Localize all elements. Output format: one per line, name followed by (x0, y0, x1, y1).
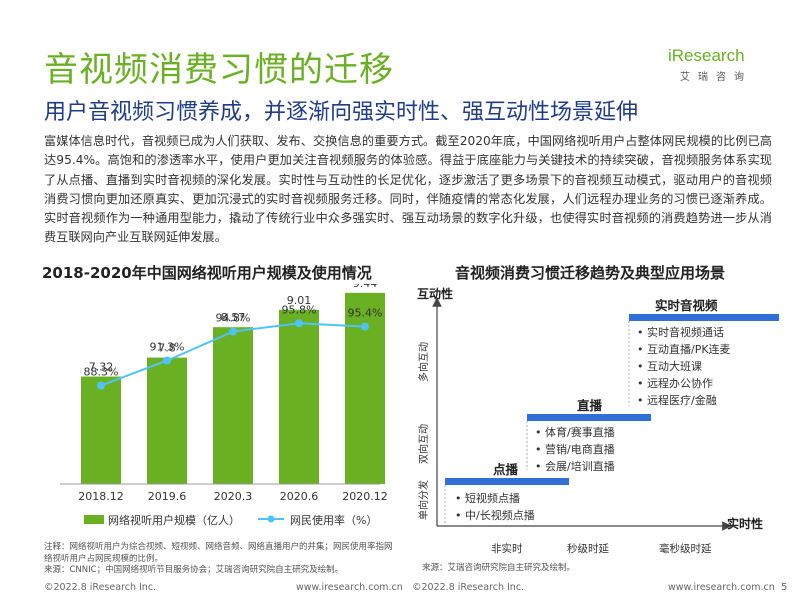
y-axis-label: 互动性 (417, 286, 453, 301)
tier-live-item: • 营销/电商直播 (535, 442, 615, 456)
usage-rate-point (295, 319, 303, 328)
tier-vod-bar (445, 478, 569, 485)
bar-user-scale (81, 376, 121, 484)
y-level-multi-way: 多向互动 (417, 342, 430, 382)
x-tick-label: 2020.3 (214, 490, 253, 503)
tier-rtc-item: • 远程医疗/金融 (637, 393, 717, 407)
tier-live-item: • 会展/培训直播 (535, 459, 615, 473)
tier-live-item: • 体育/赛事直播 (535, 425, 615, 439)
bar-value-label: 7.32 (89, 361, 114, 374)
footer-copyright-right: ©2022.8 iResearch Inc. (412, 582, 525, 593)
tier-rtc-title: 实时音视频 (655, 298, 718, 313)
diagram-source: 来源：艾瑞咨询研究院自主研究及绘制。 (422, 563, 576, 573)
tier-vod-item: • 中/长视频点播 (455, 508, 535, 522)
usage-rate-point (97, 381, 105, 390)
page-title: 音视频消费习惯的迁移 (44, 50, 394, 90)
bar-user-scale (279, 309, 319, 484)
tier-rtc-bar (629, 314, 779, 321)
usage-rate-label: 94.8% (216, 312, 251, 325)
usage-rate-label: 95.8% (282, 303, 317, 316)
y-level-two-way: 双向互动 (417, 424, 430, 464)
x-tick-label: 2019.6 (148, 490, 187, 503)
tier-rtc-item: • 实时音视频通话 (637, 325, 724, 339)
x-level-millisecond-latency: 毫秒级时延 (659, 542, 712, 555)
legend-line-label: 网民使用率（%） (290, 513, 377, 527)
bar-value-label: 8.57 (221, 311, 246, 324)
page-subtitle: 用户音视频习惯养成，并逐渐向强实时性、强互动性场景延伸 (44, 100, 639, 125)
legend-bar-label: 网络视听用户规模（亿人） (108, 513, 240, 527)
bar-value-label: 7.8 (158, 342, 176, 355)
user-scale-chart: 7.32 7.8 8.57 9.01 9.44 88.3% 91.3% 94.8% 95.8%… (60, 284, 388, 527)
x-tick-label: 2020.6 (280, 490, 319, 503)
consumption-trend-diagram: 互动性 实时性 单向分发 双向互动 多向互动 非实时 秒级时延 毫秒级时延 点播… (417, 286, 779, 555)
chart-note: 注释：网络视听用户为综合视频、短视频、网络音频、网络直播用户的并集；网民使用率指… (44, 542, 393, 564)
logo-subtext: 艾瑞咨询 (680, 72, 752, 83)
usage-rate-label: 91.3% (150, 341, 185, 354)
x-level-second-latency: 秒级时延 (567, 542, 609, 555)
legend-line-marker (267, 515, 275, 523)
usage-rate-point (163, 356, 171, 365)
tier-rtc-item: • 互动直播/PK连麦 (637, 342, 731, 356)
x-axis-label: 实时性 (727, 516, 763, 531)
x-tick-label: 2020.12 (342, 490, 388, 503)
tier-live-title: 直播 (577, 398, 603, 413)
tier-rtc-item: • 互动大班课 (637, 359, 702, 373)
bar-user-scale (213, 327, 253, 484)
x-tick-label: 2018.12 (78, 490, 124, 503)
footer-url-right[interactable]: www.iresearch.com.cn (668, 582, 775, 593)
right-diagram-title: 音视频消费习惯迁移趋势及典型应用场景 (455, 264, 726, 282)
bar-value-label: 9.01 (287, 294, 312, 307)
left-chart-title: 2018-2020年中国网络视听用户规模及使用情况 (42, 264, 372, 282)
bar-user-scale (147, 357, 187, 484)
tier-live-bar (527, 414, 651, 421)
legend-bar-swatch (84, 515, 104, 524)
usage-rate-point (361, 322, 369, 331)
tier-vod-title: 点播 (493, 462, 519, 477)
usage-rate-label: 95.4% (348, 307, 383, 320)
y-level-one-way: 单向分发 (417, 480, 430, 520)
page-number: 5 (781, 582, 788, 593)
tier-rtc-item: • 远程办公协作 (637, 376, 713, 390)
bar-user-scale (345, 292, 385, 484)
bar-value-label: 9.44 (353, 284, 378, 290)
footer-url-left[interactable]: www.iresearch.com.cn (296, 582, 403, 593)
logo-brand: iResearch (668, 46, 745, 65)
footer-copyright-left: ©2022.8 iResearch Inc. (44, 582, 157, 593)
usage-rate-point (229, 327, 237, 336)
usage-rate-label: 88.3% (84, 366, 119, 379)
tier-vod-item: • 短视频点播 (455, 491, 520, 505)
chart-source: 来源：CNNIC；中国网络视听节目服务协会；艾瑞咨询研究院自主研究及绘制。 (44, 565, 344, 575)
x-level-non-realtime: 非实时 (491, 542, 523, 555)
body-paragraph: 富媒体信息时代，音视频已成为人们获取、发布、交换信息的重要方式。截至2020年底… (44, 134, 772, 245)
